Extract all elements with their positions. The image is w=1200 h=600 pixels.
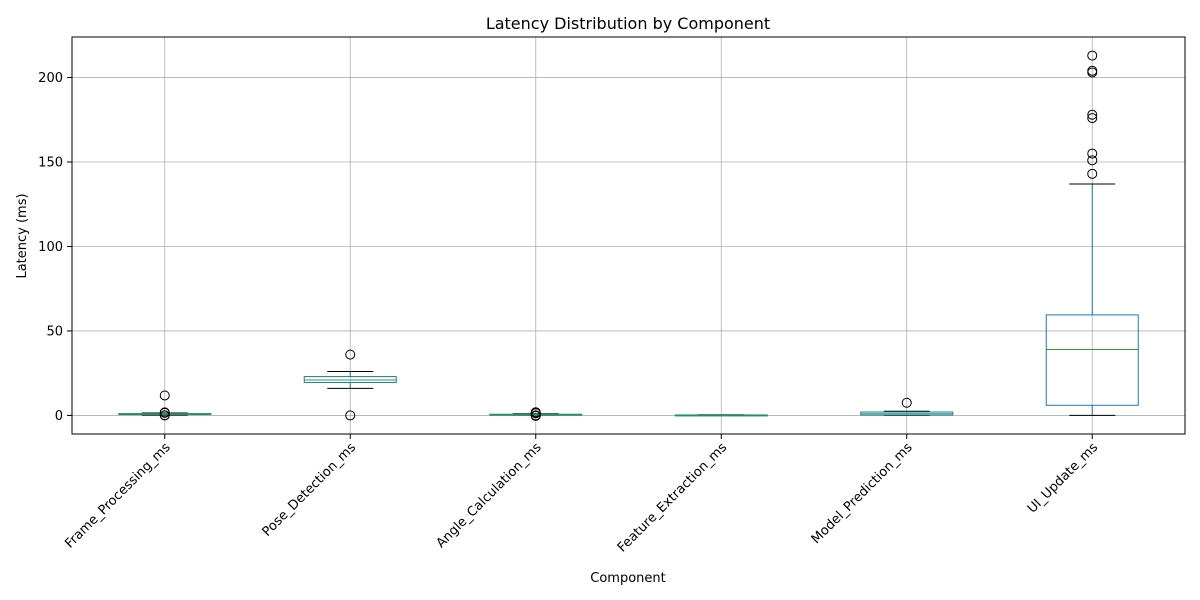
box-iqr [1045, 314, 1139, 406]
y-axis-title: Latency (ms) [15, 193, 30, 278]
outlier-point [1087, 109, 1098, 120]
box-series-Frame_Processing_ms [118, 390, 212, 421]
y-tick-label: 0 [55, 409, 63, 424]
outlier-point [345, 349, 356, 360]
chart-title: Latency Distribution by Component [486, 14, 770, 33]
outlier-point [530, 407, 541, 418]
box-series-Model_Prediction_ms [860, 397, 954, 416]
outlier-point [530, 410, 541, 421]
outlier-point [159, 410, 170, 421]
outlier-point [1087, 113, 1098, 124]
box-series-UI_Update_ms [1045, 50, 1139, 416]
outlier-point [159, 407, 170, 418]
plot-frame [71, 36, 1186, 435]
box-layer [118, 50, 1139, 421]
y-tick-label: 200 [38, 71, 63, 86]
outlier-point [1087, 50, 1098, 61]
outlier-point [1087, 65, 1098, 76]
outlier-point [345, 410, 356, 421]
grid-layer [72, 37, 1185, 434]
outlier-point [1087, 148, 1098, 159]
x-axis-title: Component [590, 571, 665, 586]
outlier-point [1087, 168, 1098, 179]
outlier-point [1087, 155, 1098, 166]
box-series-Pose_Detection_ms [303, 349, 397, 421]
box-series-Angle_Calculation_ms [489, 407, 583, 421]
y-tick-label: 150 [38, 156, 63, 171]
outlier-point [159, 390, 170, 401]
outlier-point [901, 397, 912, 408]
y-tick-label: 50 [46, 324, 63, 339]
box-series-Feature_Extraction_ms [674, 414, 768, 417]
y-tick-label: 100 [38, 240, 63, 255]
